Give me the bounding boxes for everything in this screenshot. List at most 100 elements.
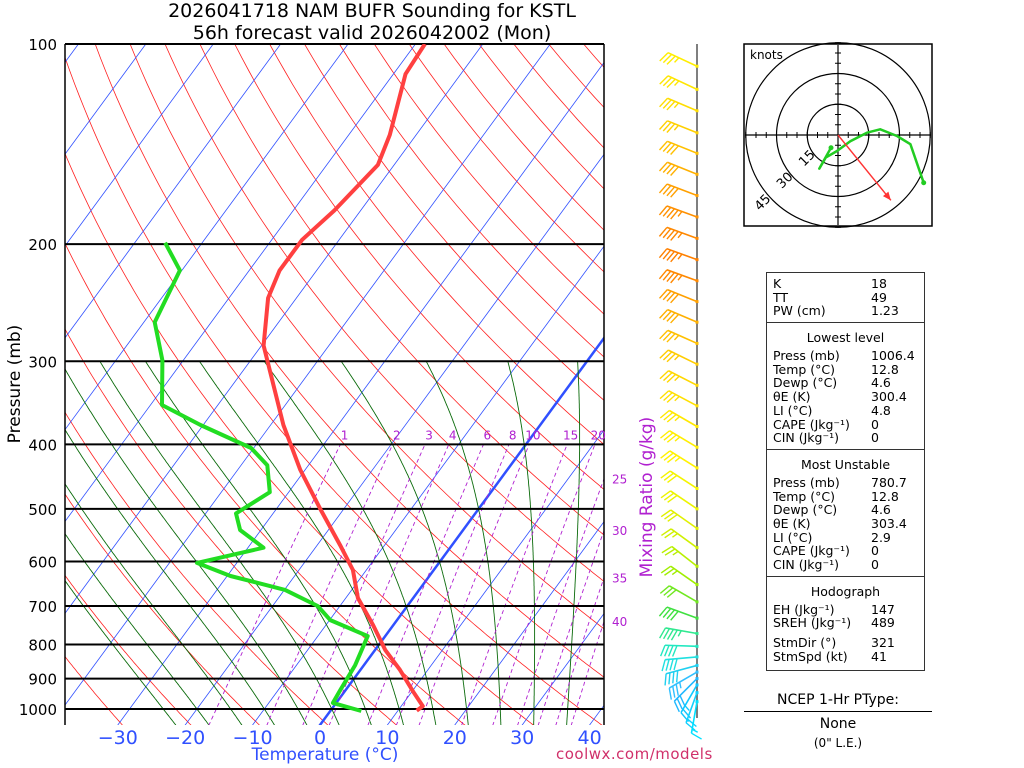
barb-full xyxy=(670,209,679,220)
index-value: 4.6 xyxy=(871,502,891,518)
index-label: Temp (°C) xyxy=(773,488,836,504)
barb-shaft xyxy=(680,684,698,714)
barb-shaft xyxy=(667,349,698,365)
mixing-ratio-tick-label: 2 xyxy=(393,429,401,443)
section-header: Lowest level xyxy=(806,330,885,346)
barb-full xyxy=(666,123,676,133)
isotherm xyxy=(117,61,604,725)
barb-shaft xyxy=(673,678,698,702)
isotherm xyxy=(184,153,604,725)
wind-barb xyxy=(659,627,699,641)
barb-base xyxy=(695,215,699,219)
barb-shaft xyxy=(665,656,698,661)
index-value: 1006.4 xyxy=(871,348,915,364)
barb-full xyxy=(662,77,673,87)
barb-full xyxy=(666,589,677,598)
index-row: StmSpd (kt) 41 xyxy=(773,650,924,664)
index-label: θE (K) xyxy=(773,515,811,531)
barb-full xyxy=(666,250,675,261)
index-row: K 18 xyxy=(773,277,924,291)
index-row: CAPE (Jkg⁻¹) 0 xyxy=(773,544,924,558)
index-label: K xyxy=(773,276,782,291)
moist-adiabat xyxy=(145,361,372,725)
barb-shaft xyxy=(668,390,698,407)
index-row: Dewp (°C) 4.6 xyxy=(773,376,924,390)
barb-full xyxy=(666,229,675,240)
barb-full xyxy=(666,454,678,463)
hodograph-endpoint xyxy=(828,145,834,151)
barb-full xyxy=(673,700,680,713)
barb-full xyxy=(659,370,669,380)
barb-base xyxy=(695,507,699,511)
pressure-tick-label: 900 xyxy=(28,671,57,689)
mixing-ratio-tick-label: 20 xyxy=(591,429,606,443)
barb-full xyxy=(673,658,678,671)
barb-base xyxy=(695,683,699,687)
barb-full xyxy=(668,672,671,685)
footer-link[interactable]: coolwx.com/models xyxy=(556,745,713,763)
barb-shaft xyxy=(669,450,698,469)
freezing-isotherm xyxy=(318,335,604,725)
barb-half xyxy=(671,570,678,576)
barb-full xyxy=(691,732,702,740)
pressure-tick-label: 600 xyxy=(28,553,57,571)
index-value: 18 xyxy=(871,276,887,291)
barb-base xyxy=(695,691,699,695)
dry-adiabat xyxy=(199,44,604,536)
wind-barb xyxy=(658,226,699,241)
mixing-ratio-tick-label: 4 xyxy=(449,429,457,443)
barb-full xyxy=(664,567,675,576)
barb-shaft xyxy=(667,308,698,323)
barb-base xyxy=(695,466,699,470)
barb-full xyxy=(666,312,676,322)
index-value: 4.8 xyxy=(871,402,891,418)
mixing-ratio-tick-label: 1 xyxy=(341,429,349,443)
barb-full xyxy=(660,470,671,479)
barb-base xyxy=(695,362,699,366)
mixing-ratio-tick-label: 25 xyxy=(612,473,627,487)
index-row: θE (K) 303.4 xyxy=(773,517,924,531)
mixing-ratio-line xyxy=(461,444,568,725)
dry-adiabat xyxy=(304,44,604,401)
barb-half xyxy=(677,232,683,239)
moist-adiabat xyxy=(99,361,340,725)
index-label: Press (mb) xyxy=(773,348,840,364)
mixing-ratio-line xyxy=(418,444,530,725)
dewpoint-profile xyxy=(152,241,370,713)
mixing-ratio-line xyxy=(328,444,450,725)
barb-full xyxy=(660,450,671,459)
mixing-ratio-tick-label: 15 xyxy=(563,429,578,443)
barb-full xyxy=(663,645,670,657)
barb-base xyxy=(695,194,699,198)
barb-full xyxy=(669,658,674,671)
pressure-tick-label: 300 xyxy=(28,353,57,371)
index-value: 147 xyxy=(871,601,895,617)
barb-full xyxy=(662,270,672,281)
mixing-ratio-tick-label: 40 xyxy=(612,615,627,629)
isotherm xyxy=(454,521,604,725)
barb-full xyxy=(666,333,676,343)
mixing-ratio-tick-label: 3 xyxy=(425,429,433,443)
mixing-ratio-tick-label: 6 xyxy=(483,429,491,443)
index-label: TT xyxy=(773,289,789,305)
pressure-tick-label: 500 xyxy=(28,501,57,519)
barb-full xyxy=(658,226,668,237)
barb-full xyxy=(659,52,669,62)
mixing-ratio-line xyxy=(367,444,484,725)
index-row: SREH (Jkg⁻¹) 489 xyxy=(773,616,924,630)
wind-barb xyxy=(659,97,699,113)
wind-barb xyxy=(660,450,699,470)
moist-adiabat xyxy=(65,428,275,725)
barb-full xyxy=(658,289,668,299)
barb-full xyxy=(666,143,676,154)
hodograph-endpoint xyxy=(921,180,927,186)
barb-base xyxy=(695,600,699,604)
index-row: Temp (°C) 12.8 xyxy=(773,363,924,377)
barb-half xyxy=(674,415,681,422)
barb-shaft xyxy=(665,664,698,675)
barb-base xyxy=(695,236,699,240)
barb-shaft xyxy=(666,606,698,619)
barb-full xyxy=(670,629,678,641)
hodograph-trace xyxy=(818,128,925,184)
hodograph-trace-group xyxy=(818,128,927,201)
